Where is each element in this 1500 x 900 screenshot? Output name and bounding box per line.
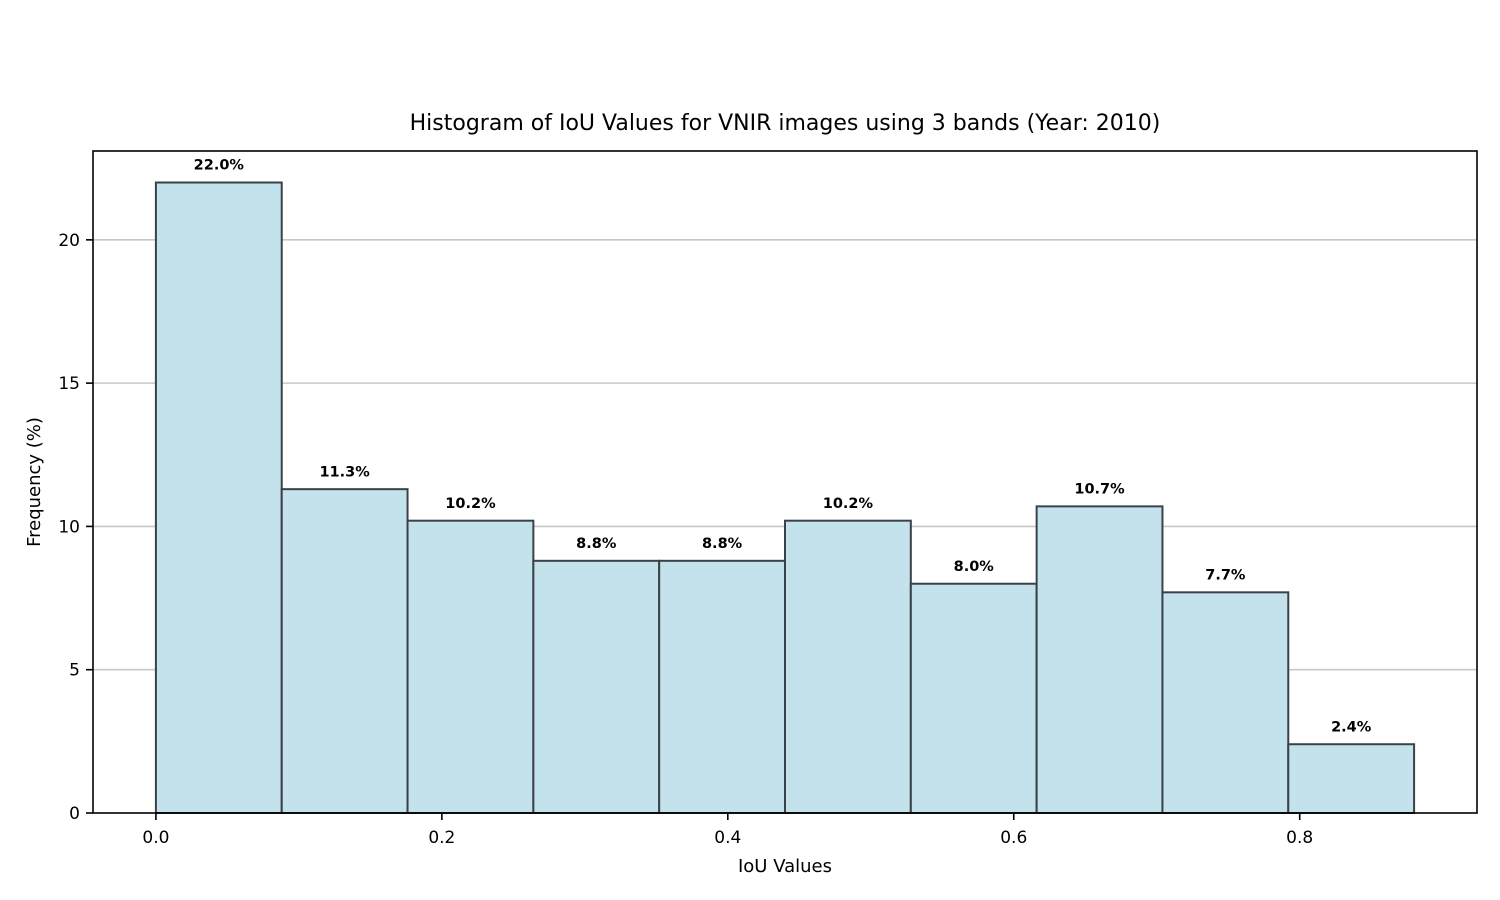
histogram-bar bbox=[658, 559, 787, 814]
y-axis-label: Frequency (%) bbox=[24, 417, 45, 547]
histogram-bar bbox=[1035, 505, 1164, 814]
histogram-bar bbox=[280, 488, 409, 814]
histogram-bar bbox=[1287, 743, 1416, 814]
y-tick-label: 0 bbox=[69, 804, 80, 824]
plot-frame bbox=[92, 150, 1478, 814]
x-tick-label: 0.2 bbox=[428, 828, 455, 848]
bars bbox=[154, 181, 1416, 814]
bar-data-label: 10.2% bbox=[445, 496, 496, 512]
bar-data-label: 8.0% bbox=[954, 559, 995, 575]
y-tick-label: 10 bbox=[58, 517, 80, 537]
histogram-bar bbox=[406, 519, 535, 814]
y-tick-label: 5 bbox=[69, 661, 80, 681]
x-axis-label: IoU Values bbox=[738, 856, 832, 877]
bar-data-label: 8.8% bbox=[576, 536, 617, 552]
bar-data-label: 10.7% bbox=[1074, 481, 1125, 497]
data-labels: 22.0% 11.3% 10.2% 8.8% 8.8% 10.2% 8.0% 10.7% 7.7… bbox=[194, 158, 1372, 736]
histogram-bar bbox=[532, 559, 661, 814]
bar-data-label: 22.0% bbox=[194, 158, 245, 174]
histogram-bar bbox=[784, 519, 912, 814]
histogram-bar bbox=[909, 582, 1038, 814]
bar-data-label: 7.7% bbox=[1205, 567, 1246, 583]
x-tick-label: 0.6 bbox=[1000, 828, 1027, 848]
y-axis-ticks: 0 5 10 15 20 bbox=[58, 231, 93, 824]
bar-data-label: 8.8% bbox=[702, 536, 743, 552]
bar-data-label: 11.3% bbox=[319, 464, 370, 480]
histogram-bar bbox=[154, 181, 283, 814]
chart-title: Histogram of IoU Values for VNIR images … bbox=[410, 111, 1161, 136]
x-axis-ticks: 0.0 0.2 0.4 0.6 0.8 bbox=[142, 813, 1313, 848]
x-tick-label: 0.0 bbox=[142, 828, 169, 848]
y-tick-label: 20 bbox=[58, 231, 80, 251]
bar-data-label: 2.4% bbox=[1331, 719, 1372, 735]
x-tick-label: 0.4 bbox=[714, 828, 741, 848]
bar-data-label: 10.2% bbox=[823, 496, 874, 512]
x-tick-label: 0.8 bbox=[1286, 828, 1313, 848]
y-tick-label: 15 bbox=[58, 374, 80, 394]
histogram-bar bbox=[1161, 591, 1290, 814]
